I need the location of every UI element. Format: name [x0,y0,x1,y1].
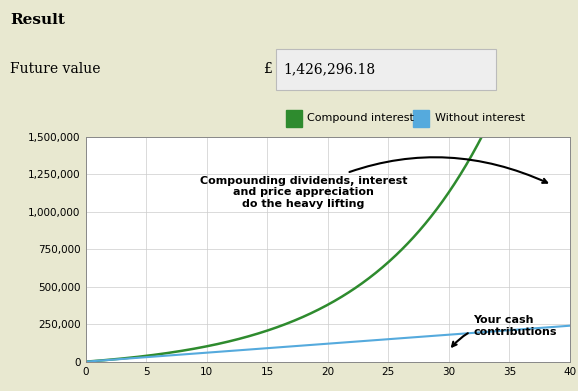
Text: Without interest: Without interest [435,113,525,123]
Text: £: £ [263,63,272,76]
Text: 1,426,296.18: 1,426,296.18 [283,63,375,76]
Bar [286,110,302,127]
Bar [413,110,429,127]
Text: Result: Result [10,13,65,27]
Text: Compound interest: Compound interest [307,113,414,123]
Text: Compounding dividends, interest
and price appreciation
do the heavy lifting: Compounding dividends, interest and pric… [200,157,547,209]
Text: Future value: Future value [10,63,101,76]
FancyBboxPatch shape [276,49,496,90]
Text: Your cash
contributions: Your cash contributions [452,315,557,346]
